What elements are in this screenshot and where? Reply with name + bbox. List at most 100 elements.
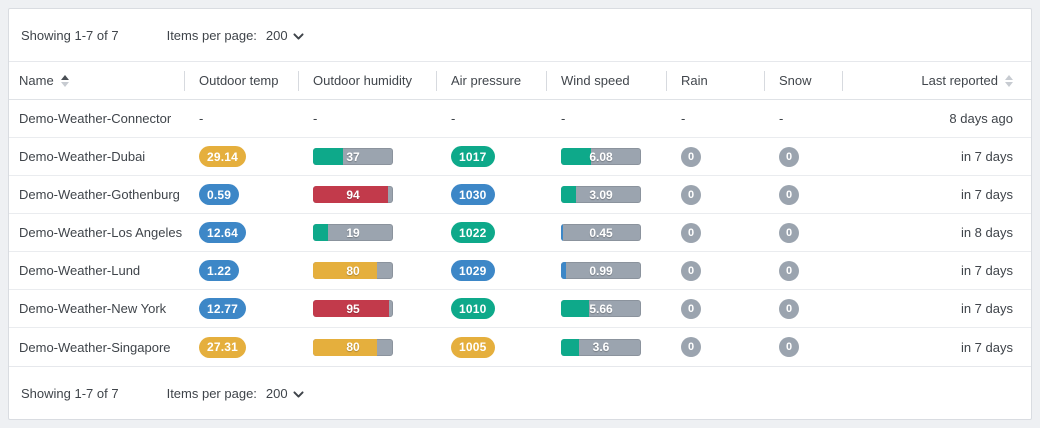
wind-speed-bar-value: 6.08 [589, 149, 613, 164]
column-header-wind-speed[interactable]: Wind speed [546, 62, 666, 99]
outdoor-humidity-bar-fill [313, 186, 389, 203]
last-reported-cell: 8 days ago [842, 100, 1031, 137]
last-reported-value: in 7 days [960, 301, 1013, 316]
last-reported-value: in 7 days [960, 339, 1013, 355]
sort-asc-icon[interactable] [60, 74, 69, 87]
column-header-label: Wind speed [561, 73, 630, 88]
outdoor-humidity-bar-cell: 80 [298, 328, 436, 366]
last-reported-value: in 7 days [960, 263, 1013, 278]
column-header-name[interactable]: Name [9, 62, 184, 99]
air-pressure-badge: 1010 [451, 298, 495, 319]
column-header-air-pressure[interactable]: Air pressure [436, 62, 546, 99]
column-header-rain[interactable]: Rain [666, 62, 764, 99]
snow-badge: 0 [779, 337, 799, 357]
outdoor-humidity-bar: 95 [313, 300, 393, 317]
air-pressure-badge-cell: 1030 [436, 176, 546, 213]
outdoor-humidity-bar: 19 [313, 224, 393, 241]
snow-badge-cell: 0 [764, 138, 842, 175]
empty-value: - [199, 111, 204, 126]
outdoor-humidity-bar-fill [313, 300, 389, 317]
wind-speed-bar: 0.99 [561, 262, 641, 279]
name-cell: Demo-Weather-Connector [9, 100, 184, 137]
last-reported-cell: in 7 days [842, 252, 1031, 289]
outdoor-humidity-bar-value: 80 [346, 340, 360, 354]
outdoor-temp-badge-cell: 1.22 [184, 252, 298, 289]
items-per-page-value: 200 [265, 385, 288, 401]
last-reported-cell: in 7 days [842, 328, 1031, 366]
snow-badge: 0 [779, 146, 799, 167]
rain-badge-cell: 0 [666, 138, 764, 175]
rain-badge: 0 [681, 260, 701, 281]
device-name: Demo-Weather-Gothenburg [19, 187, 180, 202]
air-pressure-badge-cell: 1005 [436, 328, 546, 366]
wind-speed-bar: 3.6 [561, 338, 641, 356]
column-header-label: Snow [779, 73, 812, 88]
wind-speed-bar-cell: 0.99 [546, 252, 666, 289]
items-per-page-select[interactable]: 200 [266, 28, 305, 43]
last-reported-cell: in 7 days [842, 176, 1031, 213]
wind-speed-bar: 0.45 [561, 224, 641, 241]
outdoor-humidity-bar-fill [313, 224, 329, 241]
snow-badge: 0 [779, 260, 799, 281]
column-header-last-reported[interactable]: Last reported [842, 62, 1031, 99]
table-row[interactable]: Demo-Weather-Singapore 27.31 80 1005 3.6 0 0 in… [9, 328, 1031, 366]
outdoor-humidity-bar-cell: 37 [298, 138, 436, 175]
outdoor-humidity-bar-cell: - [298, 100, 436, 137]
showing-count: Showing 1-7 of 7 [21, 385, 119, 401]
outdoor-humidity-bar-value: 19 [346, 225, 360, 240]
empty-value: - [779, 111, 784, 126]
device-name: Demo-Weather-Dubai [19, 149, 146, 164]
air-pressure-badge-cell: 1010 [436, 290, 546, 327]
snow-badge-cell: 0 [764, 328, 842, 366]
wind-speed-bar-cell: 6.08 [546, 138, 666, 175]
outdoor-temp-badge: 29.14 [199, 146, 247, 167]
name-cell: Demo-Weather-Singapore [9, 328, 184, 366]
table-row[interactable]: Demo-Weather-Dubai 29.14 37 1017 6.08 0 0 in 7 … [9, 138, 1031, 176]
device-name: Demo-Weather-Connector [19, 111, 172, 126]
wind-speed-bar-fill [561, 300, 589, 317]
outdoor-humidity-bar-cell: 94 [298, 176, 436, 213]
outdoor-temp-badge: 1.22 [199, 260, 240, 281]
name-cell: Demo-Weather-Los Angeles [9, 214, 184, 251]
column-header-label: Name [19, 73, 54, 88]
table-row[interactable]: Demo-Weather-Los Angeles 12.64 19 1022 0.45 0… [9, 214, 1031, 252]
table-row[interactable]: Demo-Weather-New York 12.77 95 1010 5.66 0 0 in… [9, 290, 1031, 328]
snow-badge: 0 [779, 298, 799, 319]
table-row[interactable]: Demo-Weather-Gothenburg 0.59 94 1030 3.09 0 0 i… [9, 176, 1031, 214]
last-reported-value: in 7 days [960, 149, 1013, 164]
outdoor-temp-badge-cell: - [184, 100, 298, 137]
items-per-page-select[interactable]: 200 [266, 386, 305, 401]
column-header-outdoor-humidity[interactable]: Outdoor humidity [298, 62, 436, 99]
table-row[interactable]: Demo-Weather-Lund 1.22 80 1029 0.99 0 0 in 7 da… [9, 252, 1031, 290]
wind-speed-bar-cell: 3.6 [546, 328, 666, 366]
column-header-label: Last reported [921, 73, 998, 88]
outdoor-humidity-bar-value: 95 [346, 301, 360, 316]
rain-badge: 0 [681, 222, 701, 243]
rain-badge-cell: 0 [666, 176, 764, 213]
pagination-bar-bottom: Showing 1-7 of 7 Items per page: 200 [9, 366, 1031, 419]
outdoor-humidity-bar-fill [313, 338, 377, 356]
table-row[interactable]: Demo-Weather-Connector - - - - - - 8 days ago [9, 100, 1031, 138]
wind-speed-bar-fill [561, 262, 566, 279]
rain-badge: 0 [681, 298, 701, 319]
device-list-card: Showing 1-7 of 7 Items per page: 200 Nam… [8, 8, 1032, 420]
items-per-page-group: Items per page: 200 [167, 386, 305, 401]
column-header-label: Rain [681, 73, 708, 88]
sort-icon[interactable] [1005, 74, 1013, 87]
last-reported-value: in 8 days [960, 225, 1013, 240]
outdoor-temp-badge: 27.31 [199, 336, 247, 358]
air-pressure-badge-cell: 1022 [436, 214, 546, 251]
outdoor-humidity-bar: 37 [313, 148, 393, 165]
empty-value: - [681, 111, 686, 126]
name-cell: Demo-Weather-Gothenburg [9, 176, 184, 213]
column-header-snow[interactable]: Snow [764, 62, 842, 99]
outdoor-temp-badge-cell: 29.14 [184, 138, 298, 175]
last-reported-cell: in 7 days [842, 138, 1031, 175]
chevron-down-icon [293, 390, 304, 398]
outdoor-temp-badge: 12.64 [199, 222, 247, 243]
device-name: Demo-Weather-New York [19, 301, 167, 316]
outdoor-temp-badge-cell: 12.77 [184, 290, 298, 327]
empty-value: - [451, 111, 456, 126]
air-pressure-badge: 1030 [451, 184, 495, 205]
column-header-outdoor-temp[interactable]: Outdoor temp [184, 62, 298, 99]
